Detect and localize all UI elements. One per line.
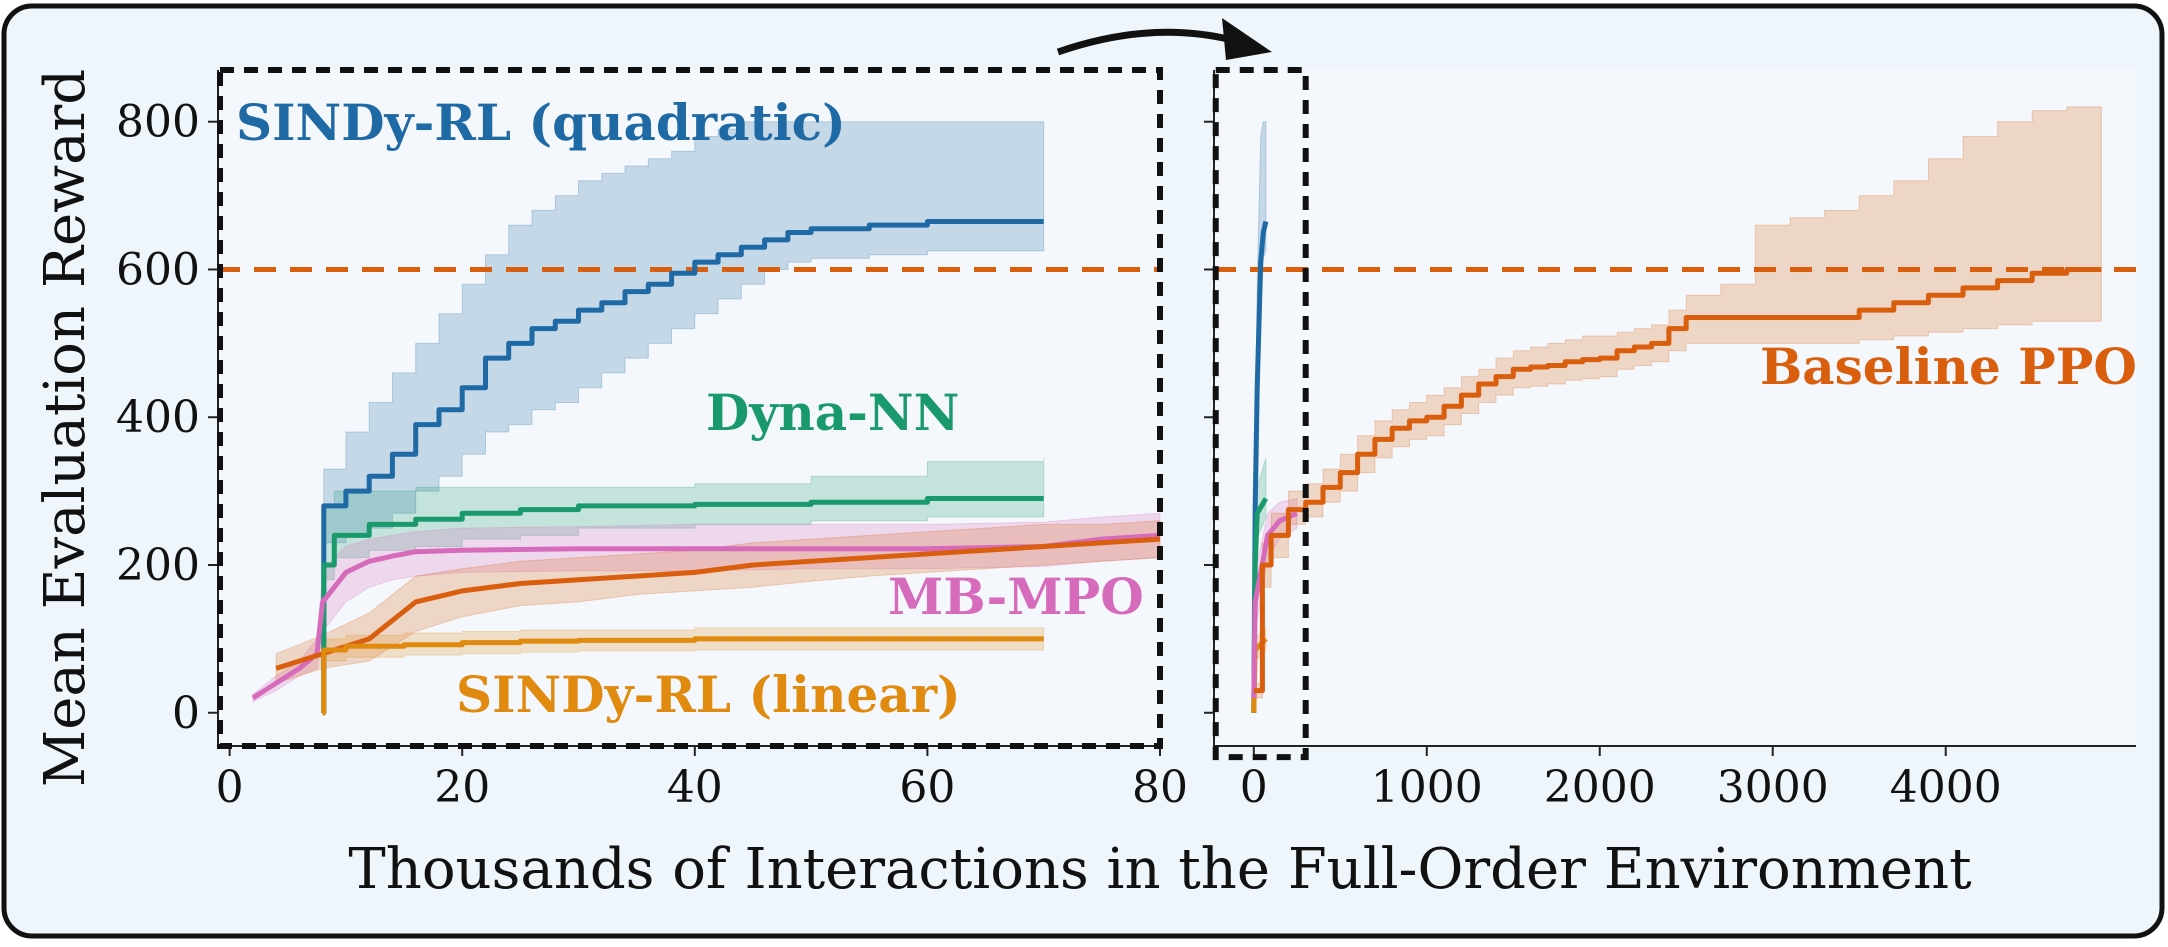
right-x-tick-label: 0 (1240, 762, 1268, 813)
right-x-ticks: 0 1000 2000 3000 4000 (1240, 746, 2002, 813)
right-panel: 0 1000 2000 3000 4000 Baseline PPO (1204, 67, 2137, 813)
right-zoom-box (1212, 67, 1309, 761)
left-line-sindy-rl-linear (321, 636, 1044, 716)
left-line-baseline-ppo (275, 536, 1161, 671)
left-panel: 0 20 40 60 80 0 200 400 600 800 SINDy-RL (quadra… (116, 67, 1188, 813)
left-band-dyna-nn (322, 457, 1045, 714)
left-x-tick-label: 40 (667, 762, 723, 813)
label-sindy-linear: SINDy-RL (linear) (456, 665, 961, 724)
right-series-lines (1251, 220, 2102, 713)
label-mb-mpo: MB-MPO (888, 567, 1144, 626)
left-bands (252, 121, 1161, 714)
right-line-mb-mpo (1251, 511, 1298, 699)
right-plot-area (1214, 70, 2136, 746)
right-y-ticks (1204, 120, 1214, 714)
left-x-tick-label: 80 (1132, 762, 1188, 813)
zoom-arrow-curve (1056, 28, 1233, 56)
label-sindy-quadratic: SINDy-RL (quadratic) (236, 93, 846, 152)
left-y-tick-label: 0 (172, 688, 200, 739)
left-y-tick-label: 200 (116, 540, 200, 591)
right-x-tick-label: 3000 (1717, 762, 1829, 813)
y-axis-title: Mean Evaluation Reward (33, 69, 98, 787)
right-x-tick-label: 4000 (1890, 762, 2002, 813)
left-y-tick-label: 600 (116, 244, 200, 295)
left-band-sindy-rl-quadratic (322, 121, 1045, 714)
left-y-tick-label: 800 (116, 97, 200, 148)
left-y-ticks: 0 200 400 600 800 (116, 97, 218, 739)
left-line-dyna-nn (321, 496, 1044, 716)
left-line-sindy-rl-quadratic (321, 219, 1044, 716)
label-dyna-nn: Dyna-NN (706, 383, 959, 442)
left-x-tick-label: 0 (216, 762, 244, 813)
right-band-baseline-ppo (1253, 106, 2102, 699)
left-x-tick-label: 20 (434, 762, 490, 813)
zoom-arrow-head (1222, 18, 1272, 60)
left-zoom-box (217, 67, 1163, 749)
right-x-tick-label: 1000 (1371, 762, 1483, 813)
label-baseline-ppo: Baseline PPO (1760, 337, 2137, 396)
left-y-tick-label: 400 (116, 392, 200, 443)
left-series-lines (251, 219, 1161, 716)
x-axis-title: Thousands of Interactions in the Full-Or… (348, 837, 1972, 902)
left-x-tick-label: 60 (899, 762, 955, 813)
zoom-arrow (1056, 18, 1272, 60)
right-x-tick-label: 2000 (1544, 762, 1656, 813)
left-x-ticks: 0 20 40 60 80 (216, 746, 1188, 813)
left-band-sindy-rl-linear (322, 627, 1045, 714)
right-line-baseline-ppo (1253, 267, 2102, 694)
